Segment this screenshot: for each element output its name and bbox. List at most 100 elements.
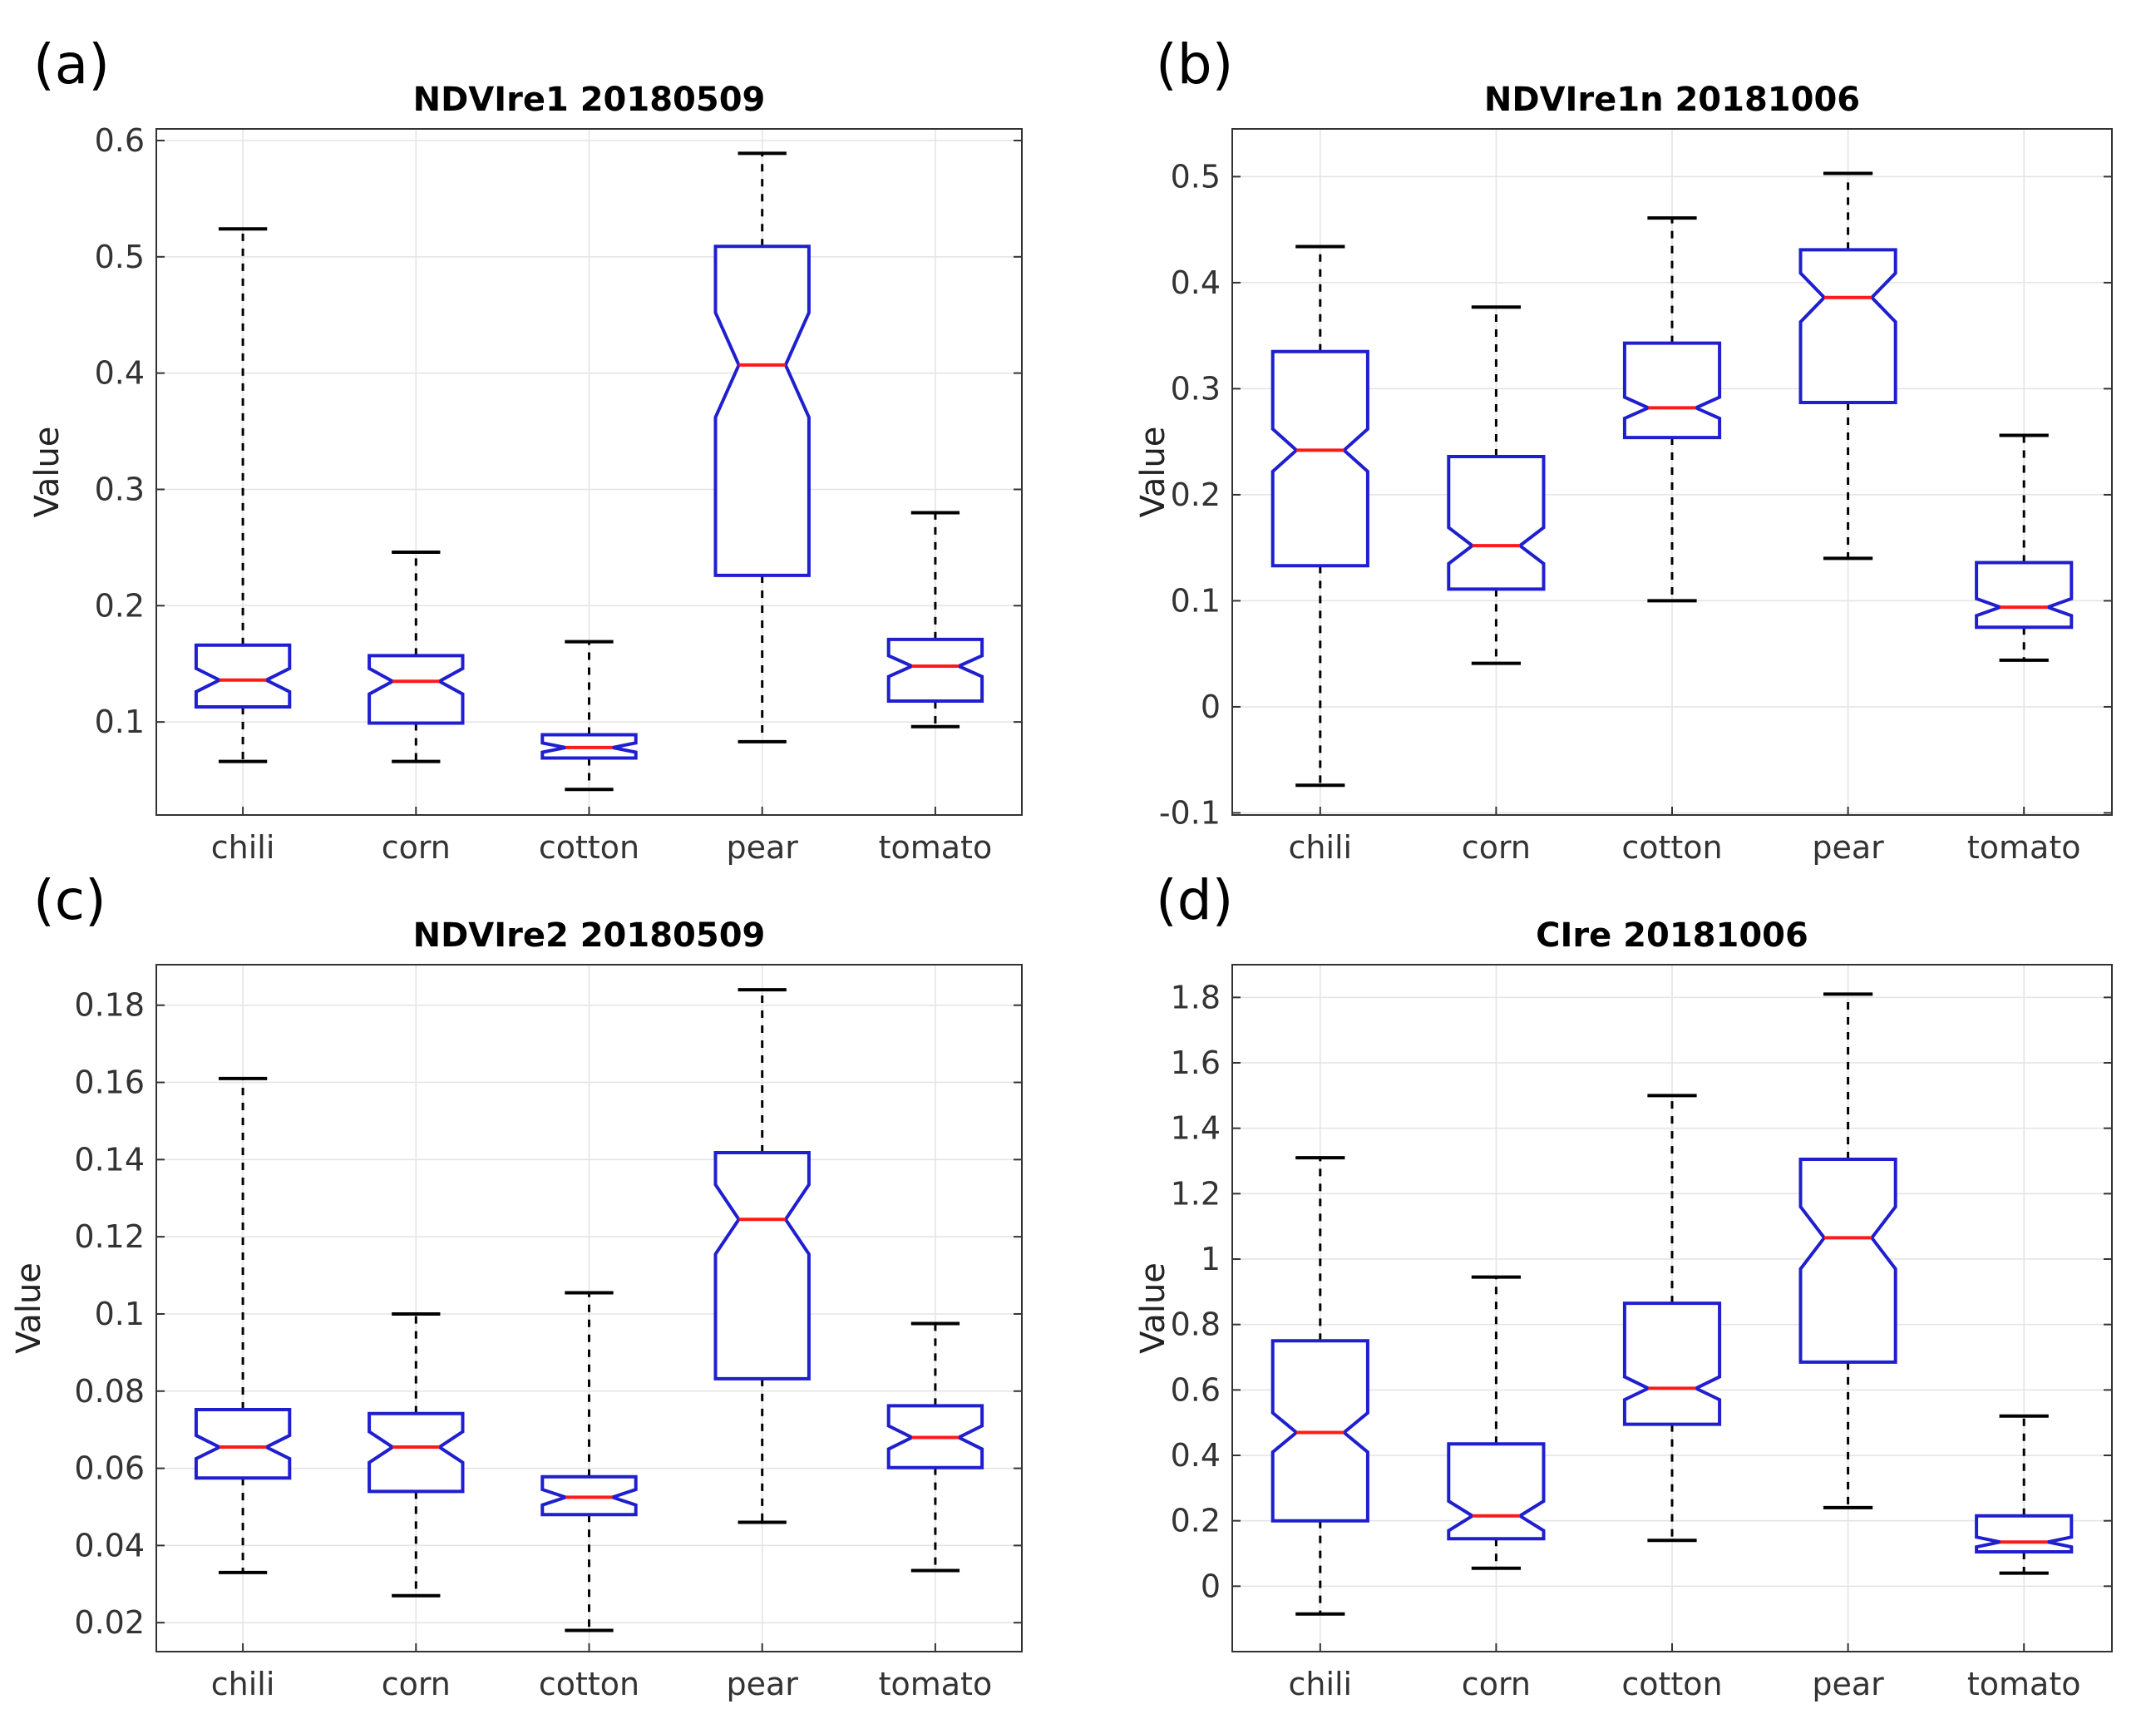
y-tick-label: 0.3 <box>95 471 145 507</box>
panel-label: (c) <box>33 868 106 932</box>
chart-panel-c: 0.02 0.04 0.06 0.08 0.1 0.12 0.14 0.16 0.18 chili… <box>10 868 1023 1702</box>
y-tick-label: 0 <box>1201 1568 1221 1604</box>
box-tomato <box>886 1321 984 1573</box>
x-tick-label: cotton <box>1621 829 1722 866</box>
x-tick-label: chili <box>211 829 275 866</box>
notched-box <box>1798 1158 1897 1364</box>
notched-box <box>713 1151 811 1381</box>
box-corn <box>1447 1275 1546 1570</box>
y-axis-label: Value <box>28 427 67 518</box>
box-cotton <box>1622 1094 1722 1543</box>
x-tick-label: chili <box>211 1666 275 1702</box>
x-tick-label: cotton <box>539 1666 639 1702</box>
y-tick-label: 1.8 <box>1171 979 1221 1015</box>
y-tick-label: 0.4 <box>95 355 145 392</box>
x-tick-label: corn <box>382 1666 451 1702</box>
y-tick-label: 0.08 <box>74 1373 145 1410</box>
notched-box <box>1798 248 1897 404</box>
y-tick-label: 0.12 <box>74 1218 145 1255</box>
y-tick-label: 0.1 <box>1171 582 1221 619</box>
panel-label: (b) <box>1156 32 1233 96</box>
x-tick-label: cotton <box>539 829 639 866</box>
x-tick-label: tomato <box>879 829 993 866</box>
y-tick-label: 0.06 <box>74 1450 145 1487</box>
panel-label: (d) <box>1156 868 1233 932</box>
plot-title: NDVIre2 20180509 <box>413 916 766 955</box>
y-tick-label: 0.2 <box>1171 1503 1221 1539</box>
chart-panel-a: 0.1 0.2 0.3 0.4 0.5 0.6 chili corn cotton pear tom… <box>28 32 1023 866</box>
notched-box <box>194 643 292 709</box>
x-tick-label: chili <box>1288 1666 1352 1702</box>
y-axis-label: Value <box>1134 1262 1172 1354</box>
x-tick-label: pear <box>1812 1666 1884 1702</box>
box-tomato <box>886 511 984 729</box>
y-tick-label: 0.16 <box>74 1064 145 1101</box>
x-tick-label: corn <box>1462 829 1531 866</box>
x-tick-label: pear <box>726 1666 798 1702</box>
y-tick-label: 0.04 <box>74 1527 145 1563</box>
box-pear <box>713 988 811 1524</box>
y-tick-label: 0.02 <box>74 1604 145 1641</box>
y-axis-label: Value <box>10 1262 48 1354</box>
x-tick-label: pear <box>1812 829 1884 866</box>
box-chili <box>1270 244 1369 788</box>
plot-title: NDVIre1n 20181006 <box>1484 81 1860 119</box>
box-corn <box>1447 305 1546 665</box>
box-chili <box>194 227 292 763</box>
box-pear <box>1798 171 1897 561</box>
notched-box <box>1270 349 1369 568</box>
x-tick-label: corn <box>382 829 451 866</box>
notched-box <box>886 637 984 703</box>
plot-title: NDVIre1 20180509 <box>413 81 766 119</box>
y-tick-label: 0.1 <box>95 704 145 740</box>
notched-box <box>1975 561 2074 630</box>
notched-box <box>368 1411 465 1494</box>
box-pear <box>713 151 811 743</box>
box-chili <box>1270 1156 1369 1616</box>
box-corn <box>368 1311 465 1598</box>
box-chili <box>194 1076 292 1574</box>
box-cotton <box>1622 216 1722 603</box>
y-tick-label: 0.2 <box>1171 477 1221 513</box>
y-tick-label: 0.4 <box>1171 264 1221 301</box>
y-tick-label: 0.14 <box>74 1141 145 1178</box>
x-tick-label: pear <box>726 829 798 866</box>
y-tick-label: 0.4 <box>1171 1437 1221 1474</box>
y-tick-label: 1 <box>1201 1241 1221 1277</box>
notched-box <box>1975 1514 2074 1553</box>
notched-box <box>1622 1302 1722 1426</box>
panel-label: (a) <box>33 32 110 96</box>
y-tick-label: 0.18 <box>74 987 145 1024</box>
box-pear <box>1798 992 1897 1509</box>
x-tick-label: tomato <box>1967 1666 2081 1702</box>
x-tick-label: tomato <box>1967 829 2081 866</box>
notched-box <box>194 1408 292 1480</box>
chart-panel-b: -0.1 0 0.1 0.2 0.3 0.4 0.5 chili corn cotton pear t… <box>1134 32 2113 866</box>
x-tick-label: tomato <box>879 1666 993 1702</box>
notched-box <box>1622 341 1722 440</box>
chart-panel-d: 0 0.2 0.4 0.6 0.8 1 1.2 1.4 1.6 1.8 chili corn cotto… <box>1134 868 2113 1702</box>
y-axis-label: Value <box>1134 427 1172 518</box>
y-tick-label: 0.5 <box>1171 158 1221 195</box>
y-tick-label: 1.4 <box>1171 1110 1221 1147</box>
y-tick-label: 0 <box>1201 689 1221 725</box>
y-tick-label: -0.1 <box>1159 794 1221 831</box>
y-tick-label: 0.5 <box>95 239 145 275</box>
y-tick-label: 0.6 <box>95 122 145 159</box>
x-tick-label: corn <box>1462 1666 1531 1702</box>
y-tick-label: 1.2 <box>1171 1175 1221 1212</box>
x-tick-label: chili <box>1288 829 1352 866</box>
y-tick-label: 0.1 <box>95 1296 145 1332</box>
y-tick-label: 0.2 <box>95 587 145 624</box>
box-cotton <box>540 1291 638 1632</box>
plot-title: CIre 20181006 <box>1536 916 1808 955</box>
notched-box <box>713 244 811 577</box>
box-tomato <box>1975 433 2074 662</box>
y-tick-label: 0.6 <box>1171 1371 1221 1408</box>
box-cotton <box>540 640 638 792</box>
y-tick-label: 0.3 <box>1171 370 1221 407</box>
x-tick-label: cotton <box>1621 1666 1722 1702</box>
y-tick-label: 0.8 <box>1171 1306 1221 1343</box>
notched-box <box>1447 455 1546 591</box>
